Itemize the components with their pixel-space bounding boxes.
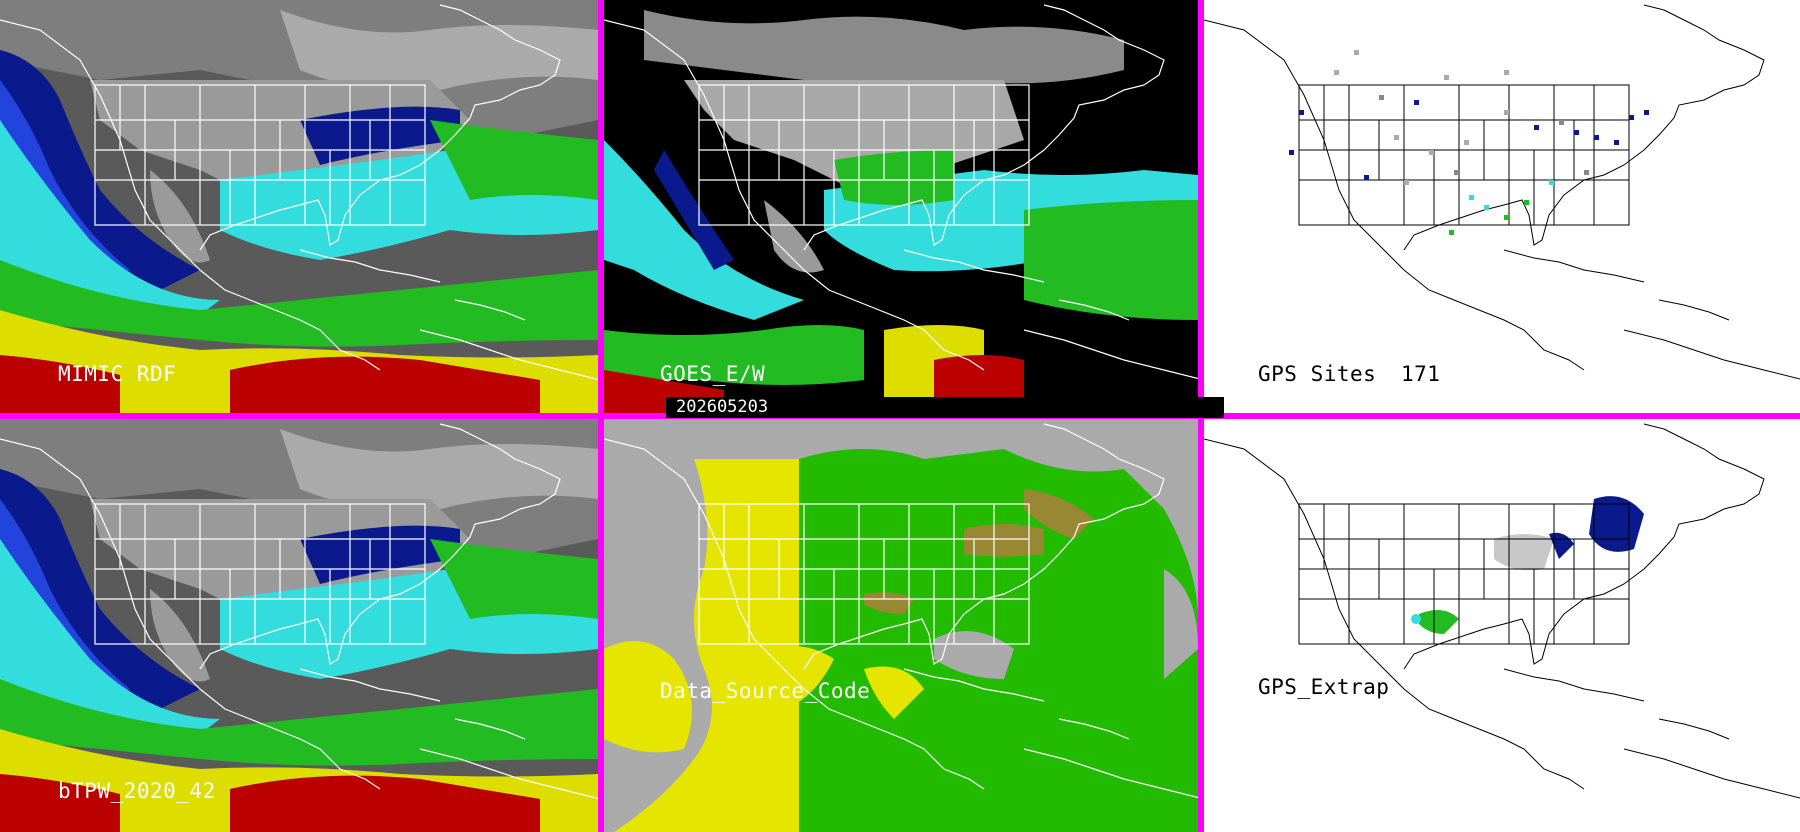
gps-site-marker	[1534, 125, 1539, 130]
gps-site-marker	[1584, 170, 1589, 175]
gps-site-marker	[1549, 180, 1554, 185]
gps-sites-label: GPS Sites	[1258, 362, 1377, 386]
btpw-map	[0, 419, 598, 832]
gps-site-marker	[1484, 205, 1489, 210]
data-source-map	[604, 419, 1198, 832]
timestamp-bar: 202605203	[666, 397, 1224, 418]
gps-site-marker	[1559, 120, 1564, 125]
gps-site-marker	[1594, 135, 1599, 140]
gps-site-marker	[1614, 140, 1619, 145]
gps-site-marker	[1629, 115, 1634, 120]
gps-site-marker	[1469, 195, 1474, 200]
mimic-rdf-map	[0, 0, 598, 413]
gps-site-marker	[1504, 110, 1509, 115]
gps-site-marker	[1504, 70, 1509, 75]
gps-site-markers	[1289, 50, 1649, 235]
goes-ew-panel: GOES_E/W	[604, 0, 1198, 413]
gps-sites-panel: GPS Sites 171	[1204, 0, 1800, 413]
gps-site-marker	[1504, 215, 1509, 220]
gps-site-marker	[1334, 70, 1339, 75]
gps-extrap-panel: GPS_Extrap	[1204, 419, 1800, 832]
gps-site-marker	[1464, 140, 1469, 145]
gps-site-marker	[1394, 135, 1399, 140]
gps-site-marker	[1574, 130, 1579, 135]
gps-site-marker	[1444, 75, 1449, 80]
gps-extrap-label: GPS_Extrap	[1258, 675, 1390, 699]
gps-site-marker	[1404, 180, 1409, 185]
gps-site-marker	[1414, 100, 1419, 105]
mimic-rdf-label: MIMIC RDF	[58, 362, 177, 386]
gps-site-marker	[1379, 95, 1384, 100]
btpw-panel: bTPW_2020_42	[0, 419, 598, 832]
goes-ew-map	[604, 0, 1198, 413]
data-source-panel: Data_Source_Code	[604, 419, 1198, 832]
btpw-label: bTPW_2020_42	[58, 779, 216, 803]
goes-ew-label: GOES_E/W	[660, 362, 766, 386]
gps-site-marker	[1449, 230, 1454, 235]
gps-site-marker	[1454, 170, 1459, 175]
data-source-label: Data_Source_Code	[660, 679, 871, 703]
gps-sites-map	[1204, 4, 1800, 381]
gps-site-marker	[1524, 200, 1529, 205]
gps-sites-count: 171	[1401, 362, 1441, 386]
gps-site-marker	[1354, 50, 1359, 55]
gps-extrap-map	[1204, 423, 1800, 800]
gps-site-marker	[1299, 110, 1304, 115]
gps-site-marker	[1429, 150, 1434, 155]
gps-site-marker	[1289, 150, 1294, 155]
gps-site-marker	[1644, 110, 1649, 115]
gps-site-marker	[1364, 175, 1369, 180]
mimic-rdf-panel: MIMIC RDF	[0, 0, 598, 413]
